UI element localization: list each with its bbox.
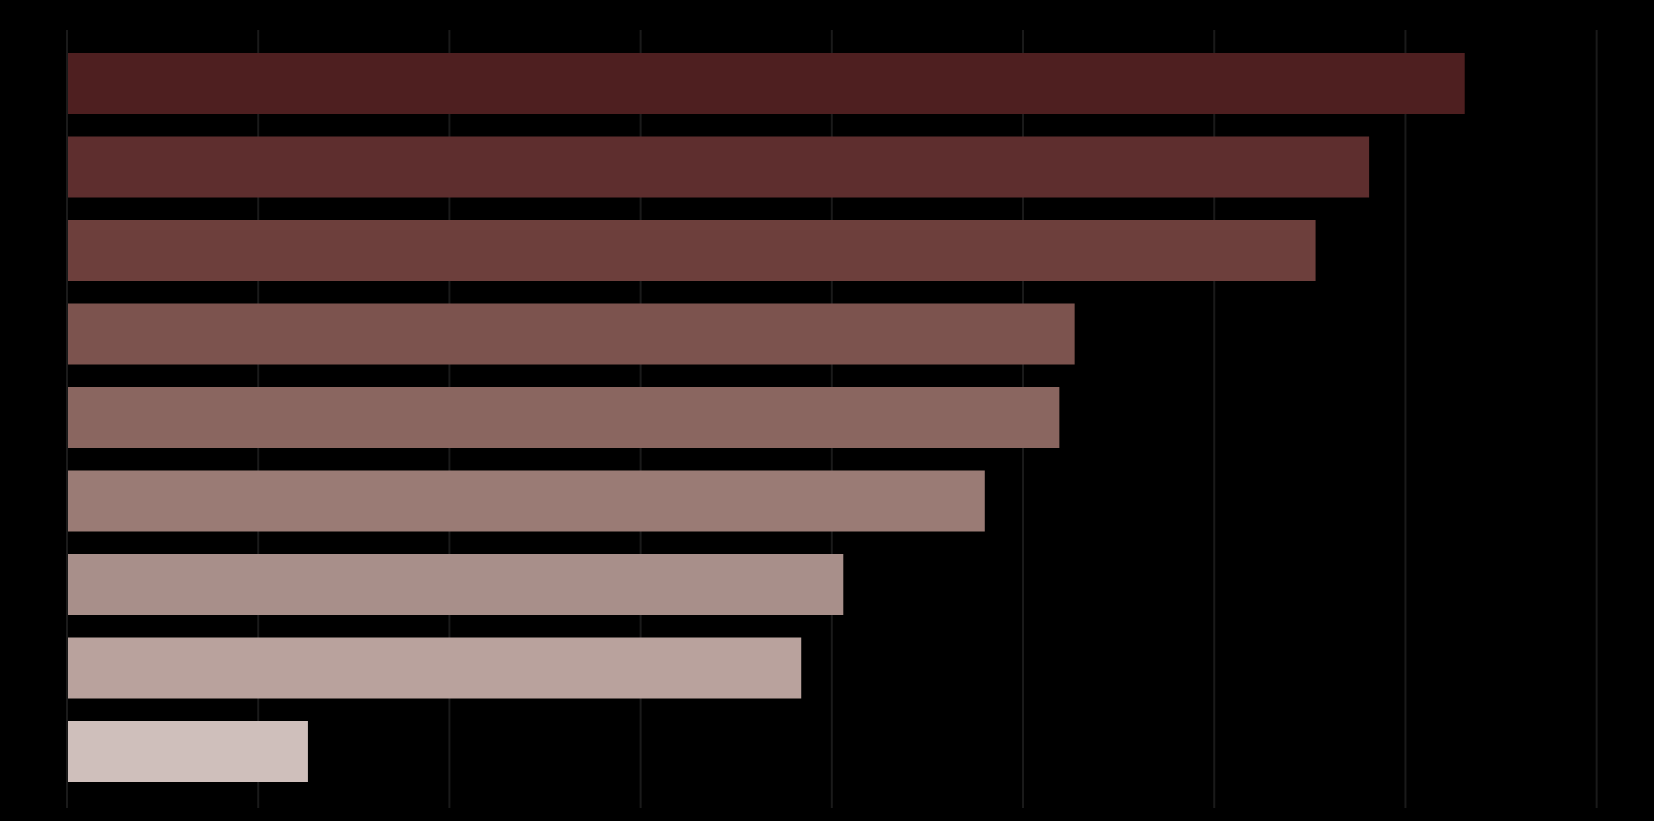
bar [67, 387, 1060, 448]
bars [67, 53, 1465, 782]
bar [67, 554, 844, 615]
bar [67, 303, 1075, 365]
bar [67, 470, 985, 532]
bar [67, 53, 1465, 114]
bar [67, 721, 308, 782]
bar [67, 637, 802, 699]
bar [67, 220, 1316, 281]
bar [67, 136, 1370, 198]
